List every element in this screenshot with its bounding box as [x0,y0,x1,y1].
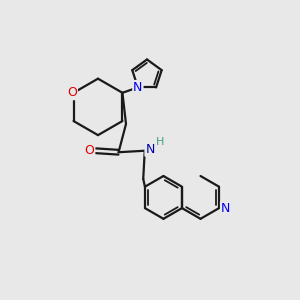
Text: N: N [221,202,230,214]
Text: O: O [85,144,94,157]
Text: O: O [67,86,77,99]
Text: N: N [133,81,142,94]
Text: H: H [156,137,164,147]
Text: N: N [146,143,155,156]
